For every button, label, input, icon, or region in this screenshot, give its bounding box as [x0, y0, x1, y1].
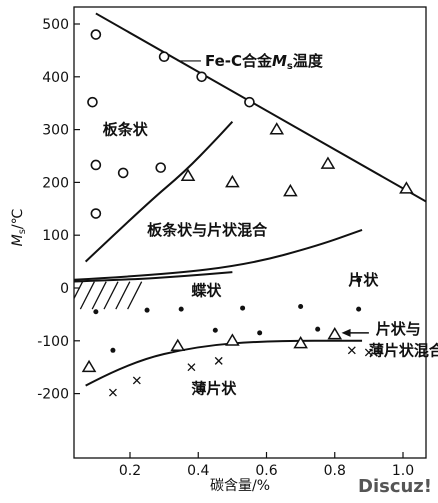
- x-tick-label: 0.8: [324, 463, 346, 479]
- cross-marker: [347, 346, 356, 355]
- circle-marker: [244, 96, 255, 108]
- ms-line-label: Fe-C合金Ms温度: [205, 52, 324, 72]
- mixed-pointer-arrowhead: [341, 328, 351, 337]
- region-label: 片状与: [376, 320, 421, 338]
- circle-marker: [90, 159, 102, 171]
- hatch-line: [115, 281, 131, 310]
- plot-area: 0.20.40.60.81.01.25004003002001000-100-2…: [10, 6, 438, 494]
- triangle-marker: [283, 183, 298, 197]
- region-label: 板条状与片状混合: [147, 221, 268, 239]
- triangle-marker: [269, 122, 285, 135]
- hatch-line: [91, 281, 107, 310]
- circle-marker: [117, 167, 129, 179]
- cross-marker: [187, 363, 196, 372]
- circle-marker: [90, 29, 102, 40]
- y-tick-label: 200: [42, 175, 69, 191]
- triangle-marker: [293, 335, 308, 349]
- plot-content: [52, 12, 426, 397]
- y-axis-label: Ms/℃: [10, 209, 28, 247]
- x-tick-label: 1.0: [392, 463, 414, 479]
- dot-marker: [52, 350, 57, 355]
- triangle-marker: [225, 333, 240, 346]
- hatch-line: [127, 281, 143, 310]
- dot-marker: [240, 305, 246, 311]
- region-label: 薄片状: [191, 379, 237, 397]
- circle-marker: [90, 208, 102, 219]
- triangle-marker: [399, 181, 414, 194]
- dot-marker: [144, 307, 150, 313]
- watermark: Discuz!: [358, 476, 432, 497]
- y-tick-label: 100: [42, 228, 69, 244]
- y-tick-label: 300: [42, 123, 69, 139]
- triangle-marker: [327, 326, 343, 340]
- y-tick-label: 500: [42, 17, 69, 33]
- triangle-marker: [170, 338, 186, 352]
- x-tick-label: 0.4: [187, 463, 209, 479]
- circle-marker: [155, 162, 167, 173]
- dot-marker: [315, 326, 321, 332]
- region-label: 片状: [348, 271, 379, 289]
- triangle-marker: [225, 174, 240, 188]
- plot-frame: [73, 6, 427, 459]
- cross-marker: [132, 376, 141, 385]
- x-axis-label: 碳含量/%: [210, 478, 270, 494]
- x-tick-label: 0.2: [119, 463, 141, 479]
- dot-marker: [356, 277, 362, 283]
- region-label: 蝶状: [191, 282, 222, 300]
- circle-marker: [158, 51, 170, 63]
- x-tick-label: 0.6: [255, 463, 277, 479]
- y-tick-label: -200: [37, 387, 69, 403]
- boundary-curve-thin-plate: [85, 339, 363, 387]
- dot-marker: [298, 303, 304, 309]
- y-tick-label: 400: [42, 70, 69, 86]
- boundary-curve-butterfly: [74, 271, 233, 283]
- circle-marker: [196, 71, 207, 83]
- dot-marker: [212, 327, 218, 333]
- cross-marker: [108, 388, 117, 397]
- boundary-curve-lath-mixed: [84, 121, 234, 263]
- triangle-marker: [81, 359, 97, 373]
- hatch-line: [103, 281, 119, 310]
- dot-marker: [93, 309, 99, 315]
- dot-marker: [178, 306, 184, 312]
- cross-marker: [364, 348, 373, 357]
- y-tick-label: 0: [60, 281, 69, 297]
- hatch-line: [74, 281, 84, 300]
- region-label: 薄片状混合: [369, 341, 438, 359]
- triangle-marker: [320, 156, 336, 169]
- hatch-line: [79, 281, 95, 310]
- dot-marker: [110, 347, 116, 353]
- circle-marker: [87, 96, 98, 108]
- y-tick-label: -100: [37, 334, 69, 350]
- region-label: 板条状: [103, 121, 149, 139]
- cross-marker: [214, 356, 223, 365]
- dot-marker: [257, 330, 263, 336]
- boundary-curve-mixed-lower: [74, 228, 363, 281]
- triangle-marker: [180, 168, 196, 182]
- dot-marker: [356, 306, 362, 312]
